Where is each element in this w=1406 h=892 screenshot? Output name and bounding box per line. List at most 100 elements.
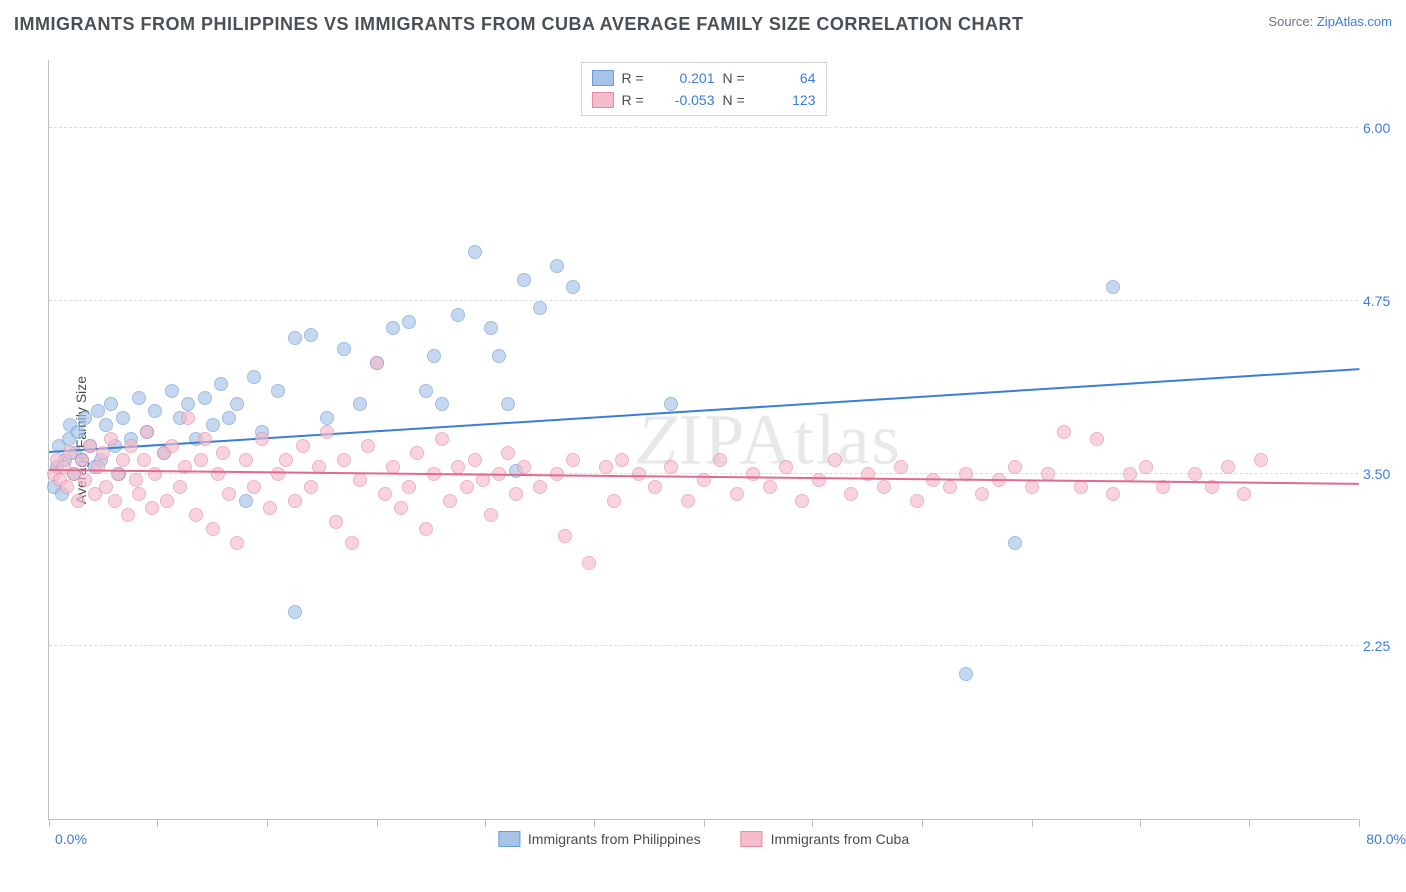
data-point [582,556,596,570]
data-point [1188,467,1202,481]
data-point [247,370,261,384]
data-point [926,473,940,487]
x-tick [594,819,595,827]
data-point [1221,460,1235,474]
data-point [550,259,564,273]
data-point [1106,280,1120,294]
legend-r-value: 0.201 [660,67,715,89]
data-point [271,384,285,398]
data-point [198,432,212,446]
legend-row: R =0.201N =64 [592,67,816,89]
data-point [370,356,384,370]
data-point [288,605,302,619]
gridline [49,127,1358,128]
x-tick [49,819,50,827]
legend-r-label: R = [622,89,652,111]
data-point [763,480,777,494]
data-point [427,349,441,363]
gridline [49,300,1358,301]
legend-label: Immigrants from Cuba [771,831,909,847]
data-point [468,245,482,259]
data-point [435,432,449,446]
data-point [99,418,113,432]
data-point [181,411,195,425]
data-point [132,391,146,405]
data-point [206,522,220,536]
data-point [60,480,74,494]
data-point [296,439,310,453]
data-point [132,487,146,501]
data-point [566,453,580,467]
data-point [111,467,125,481]
data-point [137,453,151,467]
data-point [181,397,195,411]
y-tick-label: 4.75 [1363,293,1406,309]
data-point [116,453,130,467]
data-point [910,494,924,508]
data-point [78,411,92,425]
data-point [517,273,531,287]
data-point [533,301,547,315]
data-point [1057,425,1071,439]
x-tick [1249,819,1250,827]
legend-item: Immigrants from Cuba [741,831,909,847]
data-point [812,473,826,487]
data-point [337,453,351,467]
source-link[interactable]: ZipAtlas.com [1317,14,1392,29]
data-point [96,446,110,460]
data-point [386,321,400,335]
data-point [1074,480,1088,494]
data-point [148,404,162,418]
data-point [730,487,744,501]
data-point [320,411,334,425]
data-point [124,439,138,453]
chart-title: IMMIGRANTS FROM PHILIPPINES VS IMMIGRANT… [14,14,1024,35]
data-point [509,487,523,501]
data-point [173,480,187,494]
data-point [211,467,225,481]
data-point [648,480,662,494]
data-point [288,331,302,345]
source-label: Source: [1268,14,1313,29]
data-point [632,467,646,481]
data-point [198,391,212,405]
data-point [148,467,162,481]
data-point [145,501,159,515]
data-point [484,321,498,335]
x-tick [812,819,813,827]
x-axis-min-label: 0.0% [55,831,87,847]
data-point [394,501,408,515]
data-point [1008,460,1022,474]
data-point [216,446,230,460]
data-point [828,453,842,467]
data-point [615,453,629,467]
data-point [83,439,97,453]
x-tick [922,819,923,827]
data-point [877,480,891,494]
data-point [492,349,506,363]
data-point [247,480,261,494]
data-point [121,508,135,522]
data-point [91,404,105,418]
data-point [664,397,678,411]
legend-swatch [592,70,614,86]
legend-n-label: N = [723,89,753,111]
data-point [501,446,515,460]
data-point [943,480,957,494]
data-point [1237,487,1251,501]
data-point [239,453,253,467]
data-point [99,480,113,494]
data-point [230,536,244,550]
data-point [681,494,695,508]
legend-n-value: 64 [761,67,816,89]
data-point [320,425,334,439]
legend-label: Immigrants from Philippines [528,831,701,847]
x-tick [157,819,158,827]
data-point [844,487,858,501]
data-point [75,453,89,467]
chart-plot-area: Average Family Size ZIPAtlas R =0.201N =… [48,60,1358,820]
data-point [599,460,613,474]
data-point [304,480,318,494]
data-point [194,453,208,467]
gridline [49,645,1358,646]
